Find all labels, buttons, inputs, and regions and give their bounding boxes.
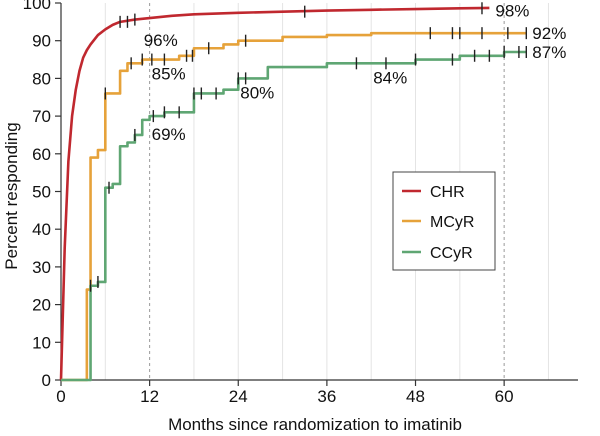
y-tick-label: 40 bbox=[32, 220, 51, 239]
y-tick-label: 70 bbox=[32, 107, 51, 126]
x-axis-title: Months since randomization to imatinib bbox=[168, 415, 462, 434]
x-tick-label: 60 bbox=[495, 387, 514, 406]
annotation-label: 69% bbox=[152, 125, 186, 144]
annotation-label: 92% bbox=[532, 24, 566, 43]
annotation-layer: 96% 98% 85% 92% 69% 80% 84% 87% bbox=[144, 2, 567, 144]
x-tick-label: 12 bbox=[140, 387, 159, 406]
annotation-label: 85% bbox=[152, 65, 186, 84]
legend-label-ccyr: CCyR bbox=[430, 245, 473, 262]
y-tick-label: 30 bbox=[32, 258, 51, 277]
y-tick-label: 60 bbox=[32, 145, 51, 164]
y-tick-label: 90 bbox=[32, 32, 51, 51]
series-line-mcyr bbox=[61, 31, 527, 382]
y-tick-label: 100 bbox=[23, 0, 51, 13]
x-tick-label: 0 bbox=[56, 387, 65, 406]
annotation-label: 80% bbox=[240, 83, 274, 102]
y-tick-label: 0 bbox=[42, 371, 51, 390]
series-layer bbox=[59, 2, 527, 382]
series-line-ccyr bbox=[61, 50, 527, 382]
series-mcyr bbox=[61, 27, 527, 382]
axes-layer: 0 10 20 30 40 50 60 70 80 90 100 0 12 24 36 48 60 bbox=[23, 0, 578, 406]
series-line-chr bbox=[59, 6, 490, 381]
legend: CHR MCyR CCyR bbox=[392, 171, 496, 271]
series-chr bbox=[59, 2, 490, 381]
legend-label-chr: CHR bbox=[430, 184, 465, 201]
y-tick-label: 80 bbox=[32, 69, 51, 88]
series-ccyr bbox=[61, 46, 527, 382]
annotation-label: 98% bbox=[495, 2, 529, 21]
y-tick-label: 10 bbox=[32, 333, 51, 352]
y-axis-title: Percent responding bbox=[2, 122, 21, 269]
x-tick-label: 48 bbox=[406, 387, 425, 406]
legend-label-mcyr: MCyR bbox=[430, 214, 474, 231]
annotation-label: 96% bbox=[144, 31, 178, 50]
annotation-label: 87% bbox=[532, 43, 566, 62]
x-tick-label: 24 bbox=[229, 387, 248, 406]
y-tick-label: 20 bbox=[32, 296, 51, 315]
x-tick-label: 36 bbox=[317, 387, 336, 406]
annotation-label: 84% bbox=[373, 68, 407, 87]
y-tick-label: 50 bbox=[32, 183, 51, 202]
